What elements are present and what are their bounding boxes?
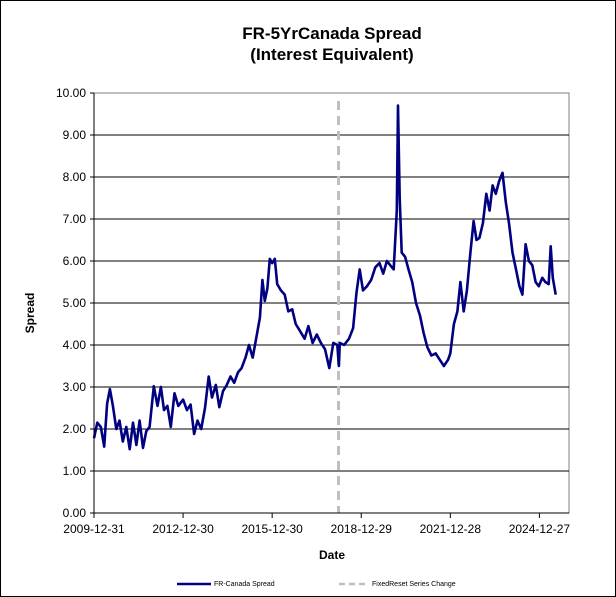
x-tick-label: 2024-12-27 [509,522,571,536]
y-tick-label: 9.00 [63,128,87,142]
y-axis-title: Spread [23,293,37,334]
chart-title-line-1: FR-5YrCanada Spread [242,24,422,43]
y-tick-label: 8.00 [63,170,87,184]
gridlines [94,134,569,472]
y-tick-label: 1.00 [63,464,87,478]
y-tick-label: 4.00 [63,338,87,352]
x-tick-label: 2015-12-30 [241,522,303,536]
legend-series-change-label: FixedReset Series Change [372,581,456,588]
y-tick-labels: 0.00 1.00 2.00 3.00 4.00 5.00 6.00 7.00 8.00 9.00… [56,86,94,520]
y-tick-label: 0.00 [63,506,87,520]
y-tick-label: 3.00 [63,380,87,394]
x-tick-label: 2012-12-30 [152,522,214,536]
x-tick-label: 2018-12-29 [331,522,393,536]
y-tick-label: 6.00 [63,254,87,268]
legend: FR-Canada Spread FixedReset Series Chang… [177,581,456,588]
legend-spread-label: FR-Canada Spread [214,581,275,588]
y-tick-label: 7.00 [63,212,87,226]
x-axis-title: Date [319,548,345,562]
y-tick-label: 2.00 [63,422,87,436]
y-tick-label: 5.00 [63,296,87,310]
x-tick-label: 2009-12-31 [63,522,125,536]
x-tick-label: 2021-12-28 [420,522,482,536]
y-tick-label: 10.00 [56,86,86,100]
chart-title-line-2: (Interest Equivalent) [250,45,413,64]
fr-canada-spread-line [92,104,557,451]
x-tick-labels: 2009-12-31 2012-12-30 2015-12-30 2018-12-29… [63,513,570,536]
